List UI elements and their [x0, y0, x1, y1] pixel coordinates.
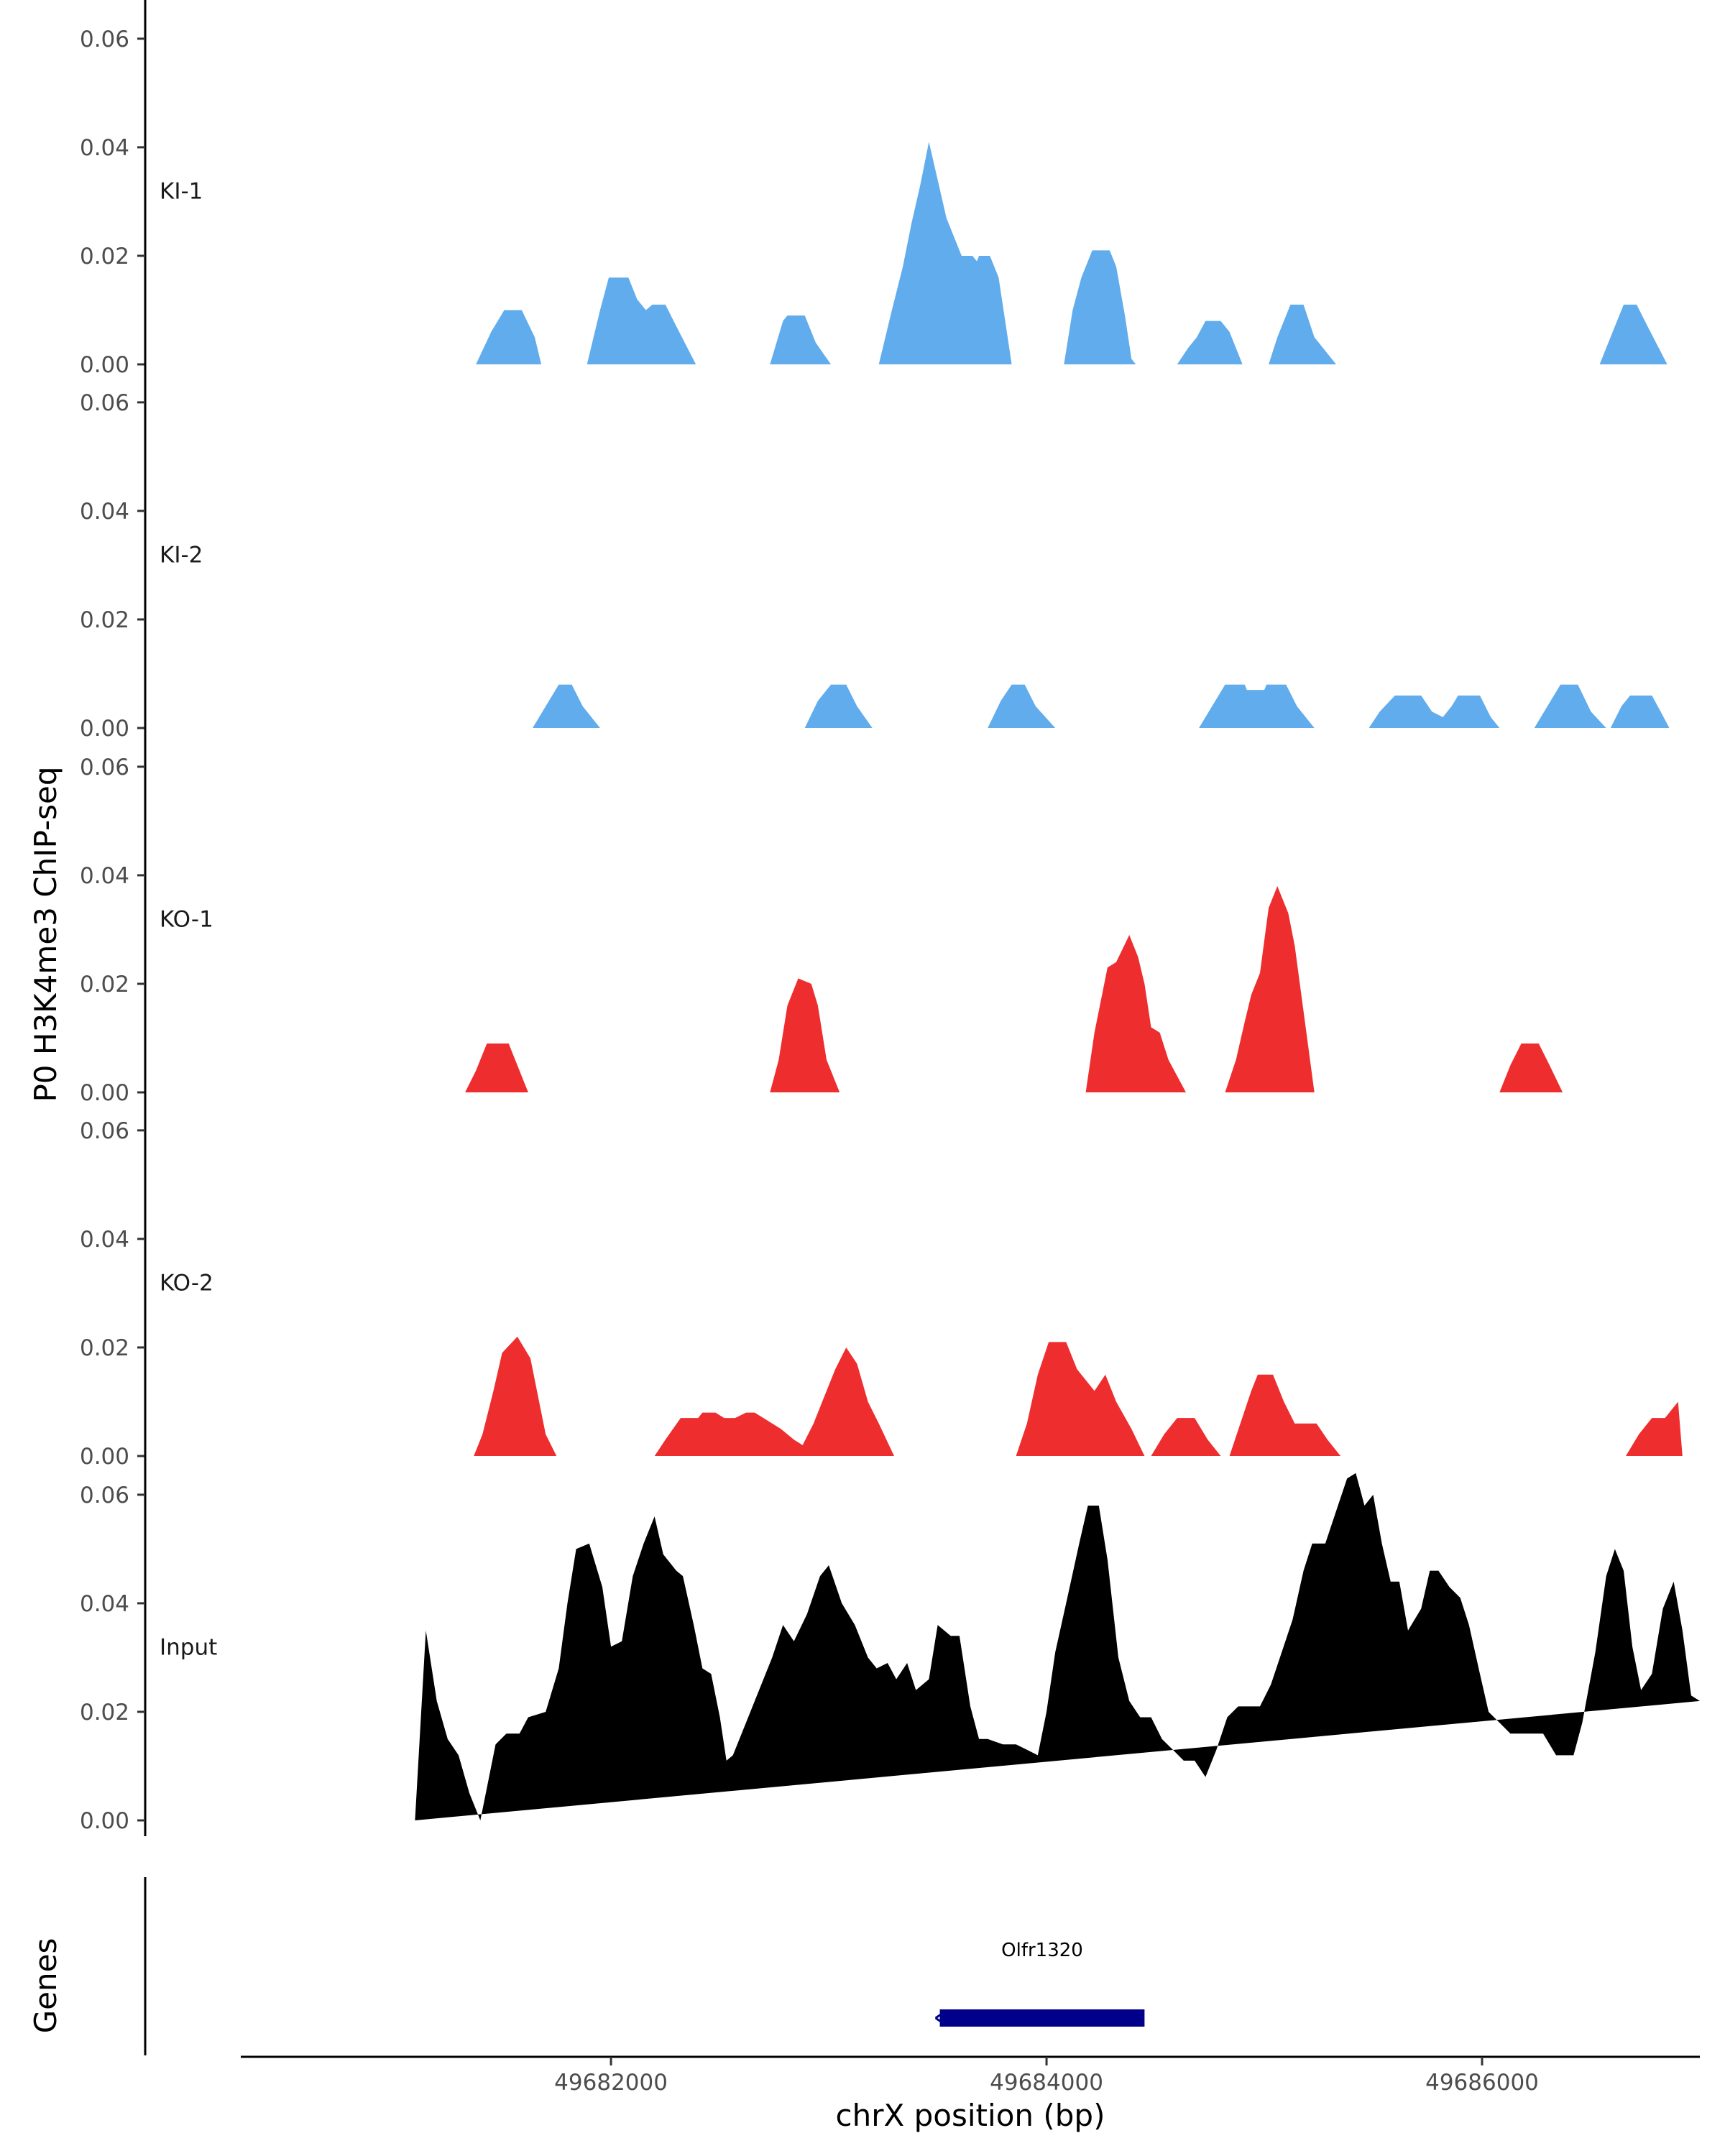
- tracks-group: 0.00 0.02 0.04 0.06 KI-1 0.00 0.02 0.04 0.06 KI-2…: [80, 0, 1700, 1836]
- y-tick-label: 0.06: [80, 1483, 129, 1508]
- track-label-ki-2: KI-2: [160, 542, 203, 568]
- track-ko-2: 0.00 0.02 0.04 0.06 KO-2: [80, 1091, 1683, 1472]
- y-tick-label: 0.00: [80, 1080, 129, 1106]
- y-tick-label: 0.06: [80, 27, 129, 52]
- gene-body: [939, 2009, 1145, 2027]
- coverage-area-ki-1: [476, 142, 1668, 364]
- y-tick-label: 0.02: [80, 972, 129, 998]
- track-ki-1: 0.00 0.02 0.04 0.06 KI-1: [80, 0, 1668, 380]
- track-label-ko-1: KO-1: [160, 906, 213, 932]
- x-axis: 49682000 49684000 49686000: [241, 2055, 1700, 2096]
- y-tick-label: 0.04: [80, 1591, 129, 1617]
- gene-label: Olfr1320: [1001, 1940, 1083, 1961]
- coverage-area-ko-2: [474, 1336, 1683, 1456]
- coverage-area-input: [415, 1473, 1700, 1820]
- y-tick-label: 0.04: [80, 1227, 129, 1253]
- y-tick-label: 0.06: [80, 390, 129, 416]
- y-tick-label: 0.06: [80, 1118, 129, 1144]
- y-tick-label: 0.00: [80, 716, 129, 742]
- x-tick-label: 49682000: [554, 2070, 668, 2096]
- y-tick-label: 0.00: [80, 352, 129, 378]
- x-tick-label: 49686000: [1425, 2070, 1539, 2096]
- x-tick-label: 49684000: [990, 2070, 1103, 2096]
- gene-olfr1320: Olfr1320: [934, 1940, 1145, 2027]
- track-input: 0.00 0.02 0.04 0.06 Input: [80, 1455, 1700, 1836]
- track-ko-1: 0.00 0.02 0.04 0.06 KO-1: [80, 727, 1563, 1108]
- y-tick-label: 0.02: [80, 244, 129, 270]
- y-tick-label: 0.02: [80, 1335, 129, 1361]
- genes-axis-title: Genes: [28, 1938, 63, 2034]
- y-axis-title: P0 H3K4me3 ChIP-seq: [28, 766, 63, 1102]
- y-tick-label: 0.04: [80, 135, 129, 161]
- track-label-ko-2: KO-2: [160, 1270, 213, 1296]
- coverage-area-ki-2: [533, 684, 1670, 728]
- y-tick-label: 0.04: [80, 499, 129, 525]
- y-tick-label: 0.02: [80, 607, 129, 633]
- y-tick-label: 0.00: [80, 1808, 129, 1834]
- genes-panel: Olfr1320: [144, 1877, 1145, 2055]
- track-label-ki-1: KI-1: [160, 178, 203, 204]
- y-tick-label: 0.02: [80, 1700, 129, 1726]
- y-tick-label: 0.04: [80, 863, 129, 889]
- coverage-area-ko-1: [465, 886, 1563, 1092]
- y-tick-label: 0.00: [80, 1444, 129, 1470]
- y-tick-label: 0.06: [80, 755, 129, 780]
- track-ki-2: 0.00 0.02 0.04 0.06 KI-2: [80, 363, 1670, 744]
- track-label-input: Input: [160, 1634, 217, 1660]
- gene-strand-arrow: [934, 2011, 945, 2025]
- x-axis-title: chrX position (bp): [836, 2098, 1105, 2133]
